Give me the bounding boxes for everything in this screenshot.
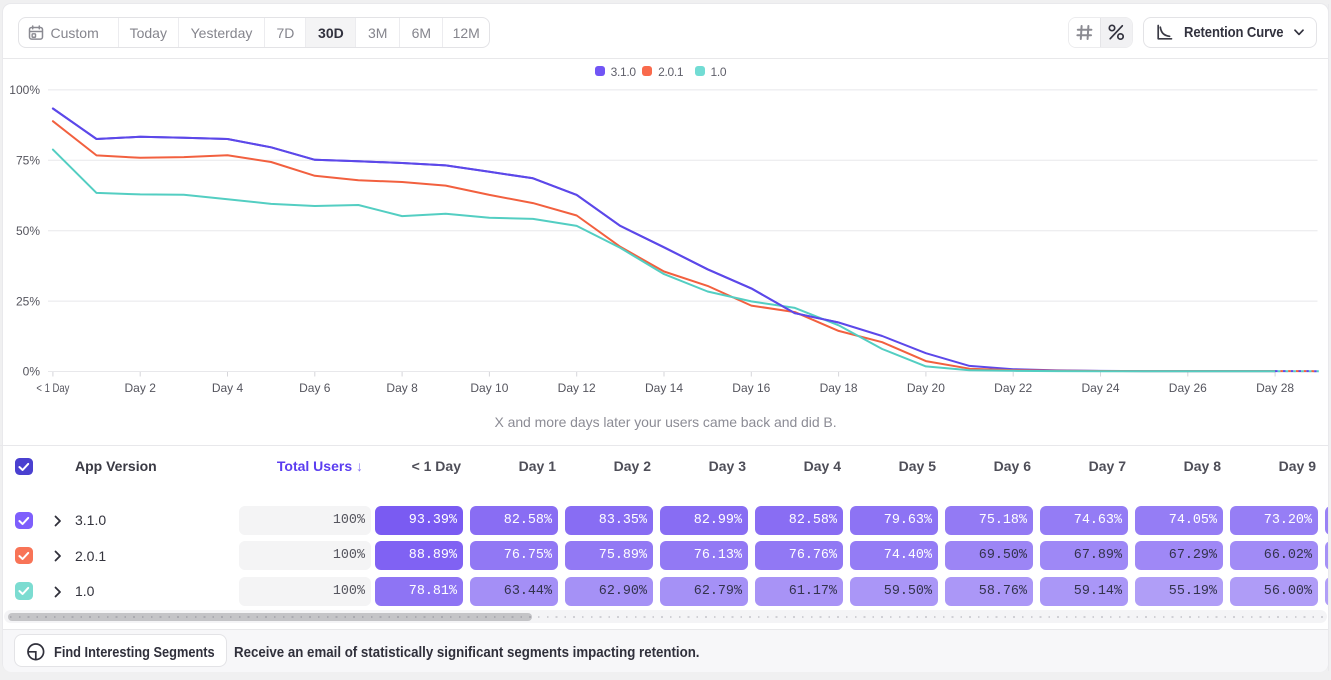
svg-text:Day 10: Day 10 [470,381,508,395]
svg-text:25%: 25% [16,294,40,308]
svg-text:Day 24: Day 24 [1081,381,1119,395]
svg-text:50%: 50% [16,224,40,238]
svg-text:< 1 Day: < 1 Day [36,381,69,395]
svg-text:Day 22: Day 22 [994,381,1032,395]
svg-text:Day 28: Day 28 [1256,381,1294,395]
svg-text:Day 12: Day 12 [558,381,596,395]
svg-text:Day 16: Day 16 [732,381,770,395]
svg-text:Day 14: Day 14 [645,381,683,395]
svg-text:Day 4: Day 4 [212,381,244,395]
svg-text:Day 26: Day 26 [1169,381,1207,395]
svg-text:0%: 0% [23,365,41,379]
svg-text:Day 18: Day 18 [820,381,858,395]
svg-text:100%: 100% [9,83,40,97]
svg-text:75%: 75% [16,154,40,168]
svg-text:Day 20: Day 20 [907,381,945,395]
svg-text:Day 2: Day 2 [125,381,157,395]
svg-text:Day 6: Day 6 [299,381,331,395]
svg-text:Day 8: Day 8 [386,381,418,395]
